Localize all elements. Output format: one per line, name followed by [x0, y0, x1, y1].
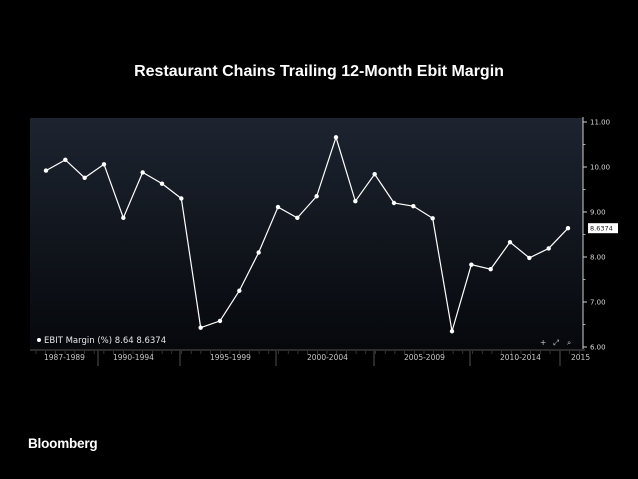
data-point	[140, 170, 145, 175]
x-tick-label: 2000-2004	[307, 353, 348, 362]
bloomberg-logo: Bloomberg	[28, 436, 98, 451]
y-tick-label: 7.00	[590, 299, 606, 307]
y-tick-label: 9.00	[590, 209, 606, 217]
data-point	[430, 216, 435, 221]
data-point	[82, 175, 87, 180]
x-tick-label: 2015	[571, 353, 590, 362]
plot-area	[30, 118, 583, 349]
x-tick-label: 2010-2014	[500, 353, 541, 362]
data-point	[353, 199, 358, 204]
data-point	[449, 329, 455, 334]
data-point	[546, 246, 551, 251]
data-point	[256, 250, 261, 255]
data-point	[63, 157, 68, 162]
data-point	[275, 204, 281, 210]
data-point	[121, 215, 126, 221]
y-tick-label: 11.00	[590, 119, 610, 127]
x-axis: 1987-1989 1990-1994 1995-1999 2000-2004 2005…	[30, 349, 590, 366]
data-point	[101, 162, 107, 167]
legend: EBIT Margin (%) 8.64 8.6374	[37, 336, 166, 346]
x-tick-label: 1987-1989	[44, 353, 85, 362]
data-point	[565, 226, 571, 231]
y-tick-label: 8.00	[590, 254, 606, 262]
series-ebit-margin: 8.6374	[43, 135, 618, 334]
x-tick-label: 1990-1994	[113, 353, 154, 362]
data-point	[43, 168, 49, 173]
legend-marker	[37, 338, 41, 342]
y-axis: 11.00 10.00 9.00 8.00 7.00 6.00	[582, 117, 610, 352]
data-point	[198, 325, 203, 330]
legend-label: EBIT Margin (%) 8.64 8.6374	[44, 336, 166, 346]
last-value-label: 8.6374	[590, 225, 613, 233]
x-tick-label: 2005-2009	[404, 353, 445, 362]
y-tick-label: 6.00	[590, 344, 606, 352]
data-point	[391, 200, 397, 206]
chart-title: Restaurant Chains Trailing 12-Month Ebit…	[134, 63, 504, 80]
data-point	[411, 203, 416, 209]
data-point	[507, 239, 513, 245]
data-point	[237, 288, 242, 293]
x-tick-label: 1995-1999	[210, 353, 251, 362]
resize-icon[interactable]: ⤢	[552, 338, 559, 347]
y-tick-label: 10.00	[590, 164, 610, 172]
data-point	[314, 194, 319, 199]
magnifier-icon[interactable]: ⌕	[567, 338, 571, 347]
series-line	[45, 135, 569, 332]
zoom-in-icon[interactable]: +	[540, 338, 546, 347]
data-point	[217, 318, 223, 324]
data-point	[488, 266, 493, 272]
data-point	[333, 135, 339, 140]
data-point	[469, 262, 474, 267]
data-point	[295, 215, 300, 221]
last-value-badge	[588, 223, 618, 234]
data-point	[372, 172, 377, 177]
data-point	[159, 181, 165, 186]
data-point	[527, 255, 532, 261]
chart-zoom-controls[interactable]: + ⤢ ⌕	[540, 338, 571, 347]
data-point	[179, 196, 184, 201]
